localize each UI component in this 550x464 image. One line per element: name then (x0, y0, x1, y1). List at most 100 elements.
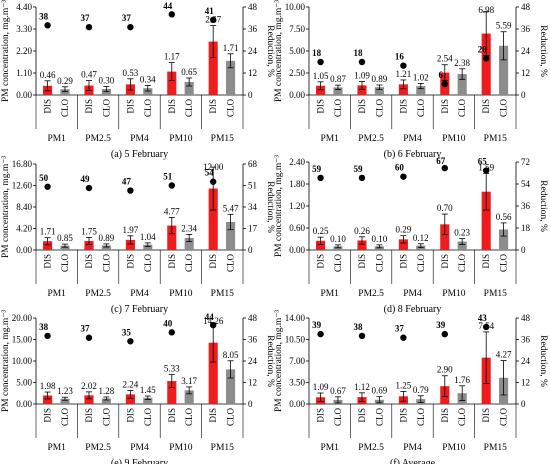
y-tick-label: 0.00 (289, 245, 305, 255)
bar-clo (226, 369, 236, 404)
series-label: CLO (101, 98, 111, 117)
category-label: PM1 (47, 289, 66, 299)
reduction-label: 39 (312, 320, 322, 330)
y-tick-label: 14.00 (285, 313, 306, 323)
value-label: 1.21 (396, 69, 412, 79)
panel-title: (b) 6 February (384, 149, 442, 160)
value-label: 0.89 (99, 233, 115, 243)
value-label: 0.79 (413, 385, 429, 395)
reduction-marker (168, 11, 175, 18)
value-label: 1.09 (354, 70, 370, 80)
reduction-label: 37 (80, 324, 90, 334)
value-label: 1.17 (164, 52, 180, 62)
panel-title: (f) Average (390, 458, 436, 464)
bar-clo (416, 86, 426, 95)
series-label: DIS (84, 254, 94, 269)
bar-dis (125, 394, 135, 404)
y-tick-label: 10.50 (285, 335, 306, 345)
y2-tick-label: 18 (521, 223, 531, 233)
reduction-marker (168, 329, 175, 336)
value-label: 14.26 (203, 316, 224, 326)
reduction-label: 18 (353, 48, 363, 58)
panel-3: 0.00 4.20 8.40 12.60 16.80 0 17 34 51 68 PM concen… (1, 156, 275, 315)
bar-dis (208, 188, 218, 250)
y-tick-label: 1.80 (289, 179, 305, 189)
series-label: CLO (143, 253, 153, 272)
series-label: CLO (143, 98, 153, 117)
value-label: 0.87 (330, 74, 346, 84)
reduction-marker (441, 80, 448, 88)
value-label: 1.25 (396, 380, 412, 390)
category-label: PM15 (211, 443, 234, 453)
bar-dis (167, 225, 177, 250)
reduction-label: 67 (436, 156, 446, 166)
y-tick-label: 20.00 (12, 313, 33, 323)
reduction-label: 54 (205, 168, 215, 178)
series-label: DIS (208, 408, 218, 423)
y2-tick-label: 24 (521, 356, 531, 366)
value-label: 1.09 (313, 382, 329, 392)
y2-tick-label: 24 (248, 46, 258, 56)
y2-axis-title: Reduction, % (265, 181, 275, 233)
value-label: 0.46 (40, 70, 56, 80)
y2-tick-label: 0 (521, 90, 526, 100)
panel-6: 0.00 3.50 7.00 10.50 14.00 0 12 24 36 48 PM concen… (274, 310, 548, 464)
y2-tick-label: 36 (521, 335, 531, 345)
reduction-marker (127, 187, 134, 194)
reduction-marker (317, 330, 324, 338)
value-label: 0.53 (123, 68, 139, 78)
series-label: CLO (143, 407, 153, 426)
series-label: DIS (167, 408, 177, 423)
value-label: 0.34 (140, 74, 156, 84)
y-axis-title: PM concentration, mg.m⁻³ (1, 310, 11, 412)
y-tick-label: 16.80 (12, 159, 33, 169)
series-label: CLO (457, 407, 467, 426)
reduction-label: 38 (353, 322, 363, 332)
series-label: CLO (374, 407, 384, 426)
value-label: 1.04 (140, 232, 156, 242)
bar-dis (398, 239, 408, 250)
reduction-marker (441, 164, 448, 172)
series-label: CLO (416, 253, 426, 272)
panel-2: 0.00 2.50 5.00 7.50 10.00 0 12 24 36 48 PM concent… (274, 0, 548, 160)
series-label: DIS (43, 99, 53, 114)
reduction-marker (482, 323, 490, 331)
reduction-label: 49 (80, 174, 90, 184)
bar-dis (167, 381, 177, 404)
y-tick-label: 0.00 (289, 90, 305, 100)
reduction-marker (44, 22, 51, 29)
value-label: 5.59 (496, 21, 512, 31)
bar-clo (457, 241, 467, 250)
value-label: 6.98 (478, 5, 494, 15)
value-label: 0.26 (354, 226, 370, 236)
reduction-label: 59 (312, 164, 322, 174)
series-label: CLO (374, 98, 384, 117)
y2-tick-label: 12 (248, 68, 257, 78)
reduction-marker (44, 332, 51, 340)
series-label: CLO (499, 407, 509, 426)
reduction-marker (85, 184, 93, 192)
reduction-label: 6 (439, 70, 444, 80)
y2-tick-label: 12 (248, 378, 257, 388)
reduction-marker (85, 23, 93, 31)
reduction-label: 40 (163, 318, 173, 328)
series-label: DIS (316, 99, 326, 114)
y2-tick-label: 48 (521, 313, 531, 323)
category-label: PM15 (484, 289, 507, 299)
series-label: CLO (333, 253, 343, 272)
category-label: PM1 (47, 443, 66, 453)
category-label: PM15 (211, 134, 234, 144)
bar-dis (43, 241, 53, 250)
bar-clo (143, 244, 153, 250)
reduction-marker (358, 58, 366, 66)
value-label: 0.67 (330, 386, 346, 396)
y2-tick-label: 54 (521, 179, 531, 189)
value-label: 8.05 (223, 350, 239, 360)
reduction-label: 41 (205, 6, 215, 16)
series-label: DIS (84, 408, 94, 423)
value-label: 0.25 (313, 226, 329, 236)
y2-axis-title: Reduction, % (538, 335, 548, 387)
category-label: PM10 (442, 134, 465, 144)
value-label: 5.47 (223, 203, 239, 213)
y-axis-title: PM concentration, mg.m⁻³ (1, 0, 11, 102)
